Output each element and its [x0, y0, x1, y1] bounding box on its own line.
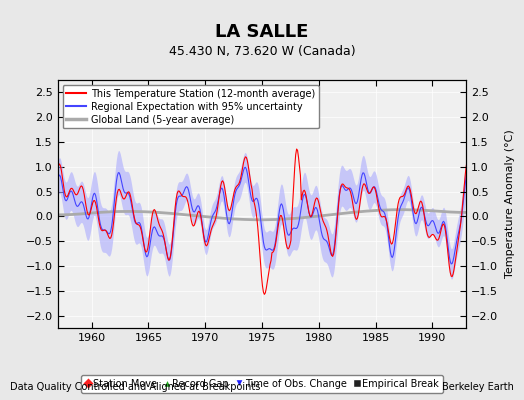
Y-axis label: Temperature Anomaly (°C): Temperature Anomaly (°C): [505, 130, 515, 278]
Text: 45.430 N, 73.620 W (Canada): 45.430 N, 73.620 W (Canada): [169, 46, 355, 58]
Text: Data Quality Controlled and Aligned at Breakpoints: Data Quality Controlled and Aligned at B…: [10, 382, 261, 392]
Text: LA SALLE: LA SALLE: [215, 23, 309, 41]
Legend: Station Move, Record Gap, Time of Obs. Change, Empirical Break: Station Move, Record Gap, Time of Obs. C…: [81, 375, 443, 392]
Text: Berkeley Earth: Berkeley Earth: [442, 382, 514, 392]
